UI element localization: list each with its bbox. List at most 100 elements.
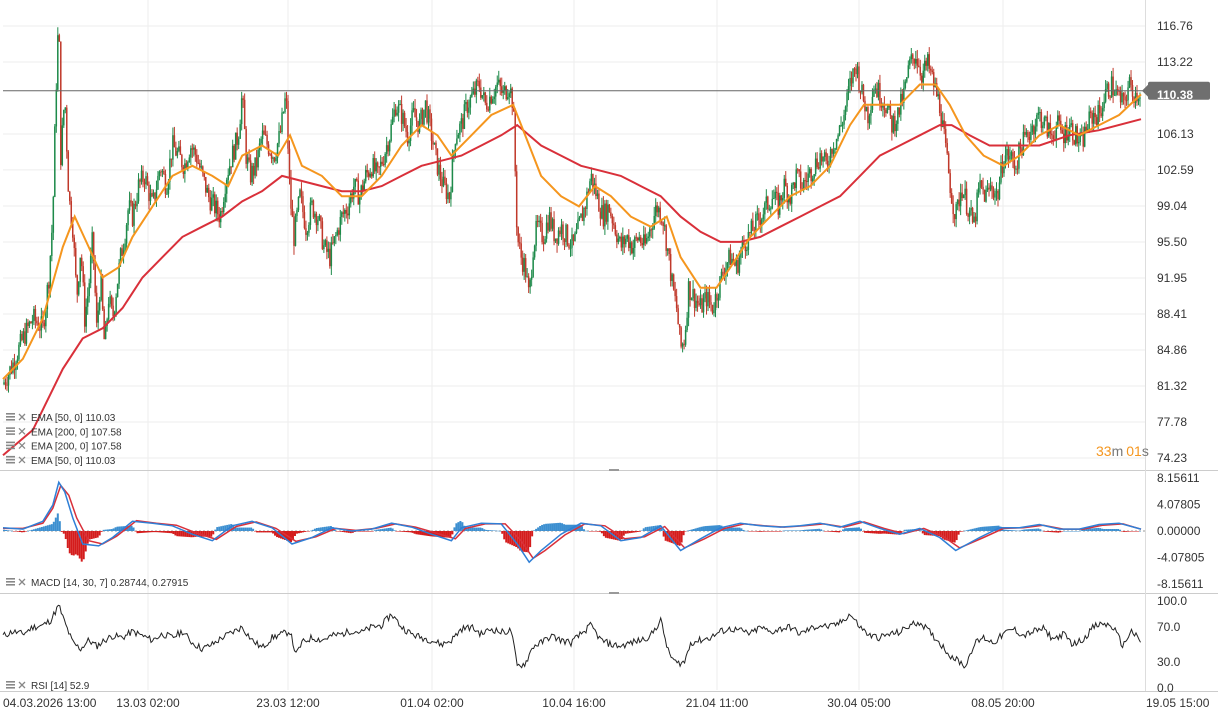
macd-histogram-bar: [598, 531, 601, 532]
macd-histogram-bar: [925, 531, 928, 536]
macd-histogram-bar: [782, 530, 785, 532]
macd-histogram-bar: [553, 523, 556, 531]
candle-body: [373, 158, 376, 172]
macd-histogram-bar: [738, 527, 741, 531]
candle-body: [423, 109, 425, 125]
candle-body: [288, 148, 291, 178]
legend-label: MACD [14, 30, 7] 0.28744, 0.27915: [31, 578, 189, 589]
legend-row[interactable]: EMA [50, 0] 110.03: [6, 413, 116, 424]
macd-histogram-bar: [174, 531, 177, 536]
candle-body: [556, 238, 558, 244]
candle-body: [829, 148, 832, 165]
candle-body: [687, 281, 690, 318]
legend-row[interactable]: EMA [50, 0] 110.03: [6, 455, 116, 467]
candle-body: [907, 65, 910, 78]
candle-body: [590, 173, 593, 182]
candle-body: [940, 112, 942, 127]
macd-histogram-bar: [142, 531, 145, 533]
menu-icon: [6, 684, 15, 686]
candle-body: [855, 68, 857, 75]
grid: [0, 0, 1218, 692]
macd-histogram-bar: [144, 531, 147, 533]
legend-row[interactable]: EMA [200, 0] 107.58: [6, 427, 122, 438]
macd-histogram-bar: [1051, 531, 1054, 533]
candle-body: [308, 225, 310, 233]
macd-histogram-bar: [309, 530, 312, 532]
candle-body: [478, 81, 481, 88]
legend-row[interactable]: RSI [14] 52.9: [6, 681, 90, 692]
macd-histogram-bar: [266, 531, 269, 533]
price-tick-label: 84.86: [1157, 343, 1187, 357]
candle-body: [214, 194, 216, 214]
candle-body: [512, 107, 515, 112]
legend-row[interactable]: EMA [200, 0] 107.58: [6, 441, 122, 453]
macd-histogram-bar: [387, 527, 390, 531]
macd-histogram-bar: [355, 531, 358, 532]
candle-body: [659, 207, 661, 222]
macd-histogram-bar: [684, 531, 687, 532]
candle-body: [968, 210, 971, 217]
candle-body: [205, 176, 207, 193]
macd-histogram-bar: [206, 531, 209, 537]
candle-body: [871, 96, 874, 110]
macd-histogram-bar: [967, 529, 970, 531]
macd-histogram-bar: [56, 513, 59, 531]
candle-body: [759, 220, 762, 225]
macd-histogram-bar: [953, 531, 956, 543]
panel-resize-handle[interactable]: [609, 592, 619, 594]
macd-histogram-bar: [1031, 528, 1034, 531]
macd-signal-line: [3, 483, 1142, 560]
candle-body: [1089, 111, 1092, 113]
candle-body: [820, 153, 823, 162]
macd-histogram-bar: [1075, 531, 1078, 532]
candle-body: [300, 189, 303, 197]
candle-body: [291, 208, 294, 218]
candle-body: [34, 308, 37, 321]
candle-body: [203, 172, 206, 177]
macd-histogram-bar: [836, 531, 839, 533]
macd-tick-label: 0.00000: [1157, 524, 1201, 538]
menu-icon: [6, 430, 15, 432]
macd-histogram-bar: [608, 531, 611, 539]
candle-body: [408, 140, 410, 144]
price-tick-label: 81.32: [1157, 379, 1187, 393]
candle-body: [245, 129, 247, 164]
macd-histogram-bar: [1049, 531, 1052, 533]
candle-body: [811, 178, 814, 182]
candle-body: [924, 60, 926, 71]
macd-histogram-bar: [162, 531, 165, 533]
macd-histogram-bar: [272, 531, 275, 534]
macd-histogram-bar: [640, 530, 643, 531]
macd-histogram-bar: [680, 531, 683, 543]
candle-body: [708, 292, 711, 303]
candle-body: [1064, 125, 1067, 144]
candle-body: [740, 250, 742, 258]
candle-body: [642, 234, 645, 246]
candle-body: [1037, 112, 1040, 115]
candle-body: [445, 183, 448, 200]
candle-body: [172, 135, 174, 160]
candle-body: [94, 261, 96, 293]
rsi-line: [2, 604, 1141, 669]
candle-body: [837, 135, 839, 139]
candle-body: [744, 244, 747, 252]
macd-histogram-bar: [118, 526, 121, 531]
candle-body: [130, 200, 132, 203]
candle-body: [52, 196, 55, 233]
candle-body: [118, 263, 120, 284]
candle-body: [154, 192, 156, 200]
macd-histogram-bar: [2, 529, 5, 531]
macd-histogram-bar: [64, 531, 67, 540]
legend-row[interactable]: MACD [14, 30, 7] 0.28744, 0.27915: [6, 578, 189, 589]
candle-body: [269, 154, 271, 156]
macd-histogram-bar: [54, 517, 57, 531]
legend-label: EMA [50, 0] 110.03: [31, 413, 116, 424]
candle-body: [1121, 93, 1123, 103]
macd-histogram-bar: [341, 531, 344, 533]
panel-resize-handle[interactable]: [609, 469, 619, 471]
macd-histogram-bar: [969, 529, 972, 531]
candle-body: [518, 242, 521, 244]
candle-body: [433, 142, 436, 145]
